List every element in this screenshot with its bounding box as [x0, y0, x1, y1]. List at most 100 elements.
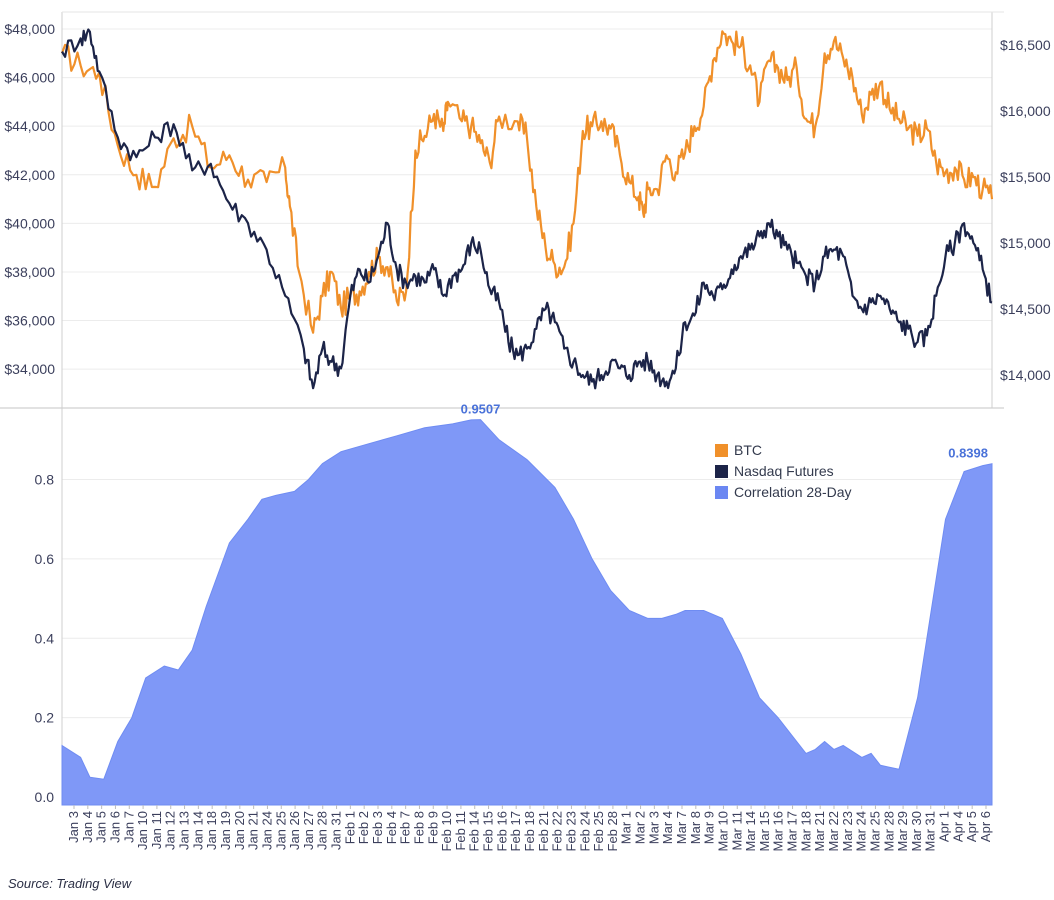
legend: BTC Nasdaq Futures Correlation 28-Day	[715, 442, 852, 500]
x-tick-label: Feb 23	[564, 811, 579, 851]
x-tick-label: Jan 26	[287, 811, 302, 850]
x-tick-label: Mar 29	[895, 811, 910, 851]
x-tick-label: Jan 12	[163, 811, 178, 850]
x-tick-label: Feb 14	[467, 811, 482, 851]
x-tick-label: Feb 7	[398, 811, 413, 844]
x-tick-label: Mar 15	[757, 811, 772, 851]
x-tick-label: Jan 24	[260, 811, 275, 850]
x-tick-label: Feb 2	[356, 811, 371, 844]
x-tick-label: Mar 22	[826, 811, 841, 851]
x-tick-label: Jan 14	[190, 811, 205, 850]
x-tick-label: Mar 11	[729, 811, 744, 851]
btc-tick-label: $44,000	[4, 118, 55, 134]
peak-value-label: 0.8398	[948, 446, 988, 461]
x-tick-label: Mar 14	[743, 811, 758, 851]
correlation-tick-label: 0.6	[35, 551, 55, 567]
correlation-axis-ticks: 0.0 0.2 0.4 0.6 0.8	[35, 471, 55, 805]
x-tick-label: Mar 31	[923, 811, 938, 851]
source-note: Source: Trading View	[8, 876, 132, 891]
x-tick-label: Jan 25	[273, 811, 288, 850]
correlation-tick-label: 0.0	[35, 789, 55, 805]
x-tick-label: Apr 4	[950, 811, 965, 842]
x-tick-label: Feb 25	[591, 811, 606, 851]
x-tick-label: Jan 11	[149, 811, 164, 849]
x-tick-label: Jan 6	[108, 811, 123, 843]
correlation-tick-label: 0.2	[35, 710, 55, 726]
btc-tick-label: $48,000	[4, 21, 55, 37]
x-tick-label: Mar 4	[660, 811, 675, 844]
nasdaq-tick-label: $16,000	[1000, 103, 1051, 119]
x-tick-label: Feb 8	[412, 811, 427, 844]
x-tick-label: Mar 30	[909, 811, 924, 851]
x-tick-label: Feb 22	[550, 811, 565, 851]
legend-label: Nasdaq Futures	[734, 463, 834, 479]
x-tick-label: Mar 2	[633, 811, 648, 844]
x-tick-label: Jan 18	[204, 811, 219, 850]
correlation-tick-label: 0.4	[35, 630, 55, 646]
correlation-area	[61, 419, 993, 806]
price-lines-layer	[60, 28, 994, 390]
x-tick-label: Feb 28	[605, 811, 620, 851]
nasdaq-axis-ticks: $14,000 $14,500 $15,000 $15,500 $16,000 $16,5…	[1000, 37, 1051, 383]
legend-swatch	[715, 444, 728, 457]
nasdaq-tick-label: $14,500	[1000, 301, 1051, 317]
x-tick-label: Mar 3	[646, 811, 661, 844]
x-tick-label: Feb 17	[508, 811, 523, 851]
legend-swatch	[715, 465, 728, 478]
btc-tick-label: $46,000	[4, 70, 55, 86]
x-tick-label: Jan 21	[246, 811, 261, 850]
x-tick-label: Feb 1	[342, 811, 357, 844]
x-tick-label: Feb 21	[536, 811, 551, 851]
x-tick-label: Jan 28	[315, 811, 330, 850]
x-tick-label: Feb 24	[577, 811, 592, 851]
nasdaq-tick-label: $16,500	[1000, 37, 1051, 53]
x-tick-label: Mar 17	[785, 811, 800, 851]
x-tick-label: Mar 24	[854, 811, 869, 851]
legend-label: Correlation 28-Day	[734, 484, 852, 500]
x-tick-label: Mar 25	[868, 811, 883, 851]
nasdaq-tick-label: $14,000	[1000, 367, 1051, 383]
peak-annotations: 0.9507 0.8398	[461, 402, 988, 461]
x-tick-label: Jan 13	[177, 811, 192, 850]
btc-axis-ticks: $34,000 $36,000 $38,000 $40,000 $42,000 $44,0…	[4, 21, 55, 377]
x-tick-label: Jan 27	[301, 811, 316, 850]
btc-tick-label: $34,000	[4, 361, 55, 377]
x-tick-label: Mar 9	[702, 811, 717, 844]
btc-tick-label: $40,000	[4, 215, 55, 231]
x-tick-label: Jan 4	[80, 811, 95, 843]
x-tick-label: Jan 5	[94, 811, 109, 843]
x-tick-label: Jan 7	[121, 811, 136, 843]
correlation-area-layer	[61, 419, 993, 806]
x-tick-label: Jan 3	[66, 811, 81, 843]
x-tick-label: Feb 16	[494, 811, 509, 851]
legend-label: BTC	[734, 442, 762, 458]
x-tick-label: Jan 20	[232, 811, 247, 850]
peak-value-label: 0.9507	[461, 402, 501, 417]
x-tick-label: Jan 10	[135, 811, 150, 850]
x-tick-label: Feb 11	[453, 811, 468, 851]
x-tick-label: Mar 18	[798, 811, 813, 851]
btc-tick-label: $38,000	[4, 264, 55, 280]
x-tick-label: Mar 21	[812, 811, 827, 851]
x-tick-label: Mar 7	[674, 811, 689, 844]
x-tick-label: Apr 6	[978, 811, 993, 842]
nasdaq-tick-label: $15,500	[1000, 169, 1051, 185]
x-tick-label: Feb 3	[370, 811, 385, 844]
legend-swatch	[715, 486, 728, 499]
x-tick-label: Feb 15	[481, 811, 496, 851]
x-tick-label: Feb 9	[425, 811, 440, 844]
btc-tick-label: $36,000	[4, 313, 55, 329]
x-tick-label: Feb 18	[522, 811, 537, 851]
x-tick-label: Mar 28	[881, 811, 896, 851]
x-tick-label: Mar 8	[688, 811, 703, 844]
x-tick-label: Mar 10	[716, 811, 731, 851]
top-gridlines	[62, 28, 992, 370]
x-tick-label: Mar 23	[840, 811, 855, 851]
x-tick-label: Apr 5	[964, 811, 979, 842]
nasdaq-futures-line	[61, 28, 993, 390]
x-tick-label: Jan 31	[329, 811, 344, 850]
x-tick-label: Mar 16	[771, 811, 786, 851]
x-tick-label: Jan 19	[218, 811, 233, 850]
